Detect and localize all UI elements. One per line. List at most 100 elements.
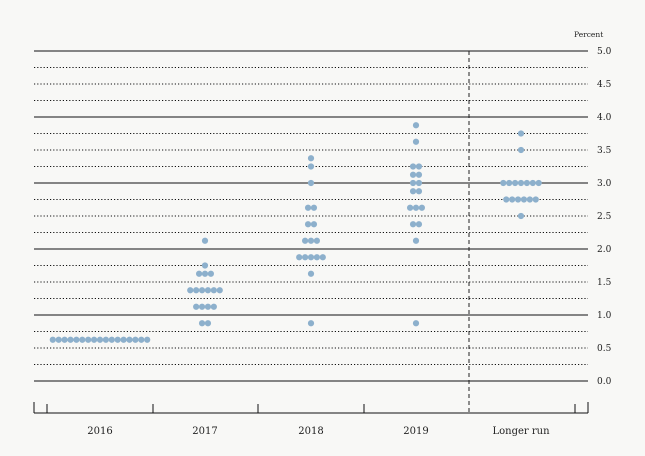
projection-dot [415,163,423,170]
y-tick-label: 3.0 [597,179,612,189]
projection-dot [514,196,522,203]
projection-dot [198,303,206,310]
projection-dot [201,270,209,277]
projection-dot [409,188,417,195]
projection-dot [517,212,525,220]
projection-dot [517,146,525,154]
projection-dot [132,336,139,343]
projection-dot [415,179,423,187]
projection-dot [198,287,206,294]
projection-dot [302,237,309,244]
projection-dot [412,320,420,327]
projection-dot [79,336,86,343]
x-category-label: 2016 [87,426,112,437]
projection-dot [96,336,104,343]
projection-dot [412,204,420,211]
projection-dot [415,188,423,195]
y-tick-label: 5.0 [597,47,612,57]
projection-dot [296,254,303,261]
grid-layer [34,50,588,382]
projection-dot [532,196,539,203]
projection-dot [120,336,127,343]
projection-dot [204,320,212,327]
projection-dot [409,171,417,178]
projection-dot [193,303,200,310]
projection-dot [523,179,531,187]
projection-dot [198,320,206,327]
axis-layer [33,51,589,414]
projection-dot [313,237,320,244]
projection-dot [310,221,318,228]
y-tick-label: 3.5 [597,146,612,156]
projection-dot [210,303,217,310]
projection-dot [61,336,68,343]
projection-dot [307,155,315,162]
projection-dot [526,196,533,203]
projection-dot [412,237,420,244]
projection-dot [307,254,315,261]
projection-dot [204,287,212,294]
x-category-label: 2017 [192,426,217,437]
y-tick-label: 1.0 [597,311,612,321]
projection-dot [407,204,414,211]
projection-dot [409,163,417,170]
projection-dot [73,336,80,343]
projection-dot [409,221,417,228]
projection-dot [307,320,315,327]
projection-dot [207,270,214,277]
projection-dot [307,163,315,170]
projection-dot [302,254,309,261]
projection-dot [49,336,56,343]
projection-dot [201,237,209,244]
projection-dot [304,221,312,228]
projection-dot [517,130,525,137]
projection-dot [319,254,326,261]
projection-dot [193,287,200,294]
x-category-label: 2019 [403,426,428,437]
projection-dot [187,287,194,294]
projection-dot [313,254,320,261]
projection-dot [304,204,312,211]
projection-dot [196,270,203,277]
projection-dot [55,336,62,343]
projection-dot [91,336,98,343]
projection-dot [204,303,212,310]
projection-dot [144,336,151,343]
projection-dot [307,270,315,277]
projection-dot [506,179,513,187]
projection-dot [108,336,115,343]
projection-dot [67,336,74,343]
projection-dot [509,196,516,203]
y-tick-label: 2.5 [597,212,612,222]
projection-dot [511,179,519,187]
y-tick-label: 4.0 [597,113,612,123]
projection-dot [307,237,315,244]
projection-dot [210,287,217,294]
projection-dot [415,171,423,178]
projection-dot [216,287,223,294]
projection-dot [310,204,318,211]
projection-dot [85,336,92,343]
projection-dot [412,138,420,145]
projection-dot [535,179,542,187]
projection-dot [114,336,121,343]
projection-dot [102,336,109,343]
x-category-label: Longer run [492,426,550,437]
x-category-label: 2018 [298,426,323,437]
y-tick-label: 1.5 [597,278,612,288]
projection-dot [500,179,507,187]
projection-dot [415,221,423,228]
projection-dot [529,179,536,187]
projection-dot [418,204,425,211]
y-tick-label: 4.5 [597,80,612,90]
projection-dot [138,336,145,343]
projection-dot [201,262,209,269]
label-layer: 5.0 4.5 4.0 3.5 3.0 2.5 2.0 1.5 1.0 0.5 0.0 Percent… [87,30,611,437]
y-tick-label: 2.0 [597,245,612,255]
unit-label: Percent [574,30,603,39]
projection-dot [517,179,525,187]
dot-layer [49,122,542,343]
projection-dot [409,179,417,187]
y-tick-label: 0.5 [597,344,612,354]
